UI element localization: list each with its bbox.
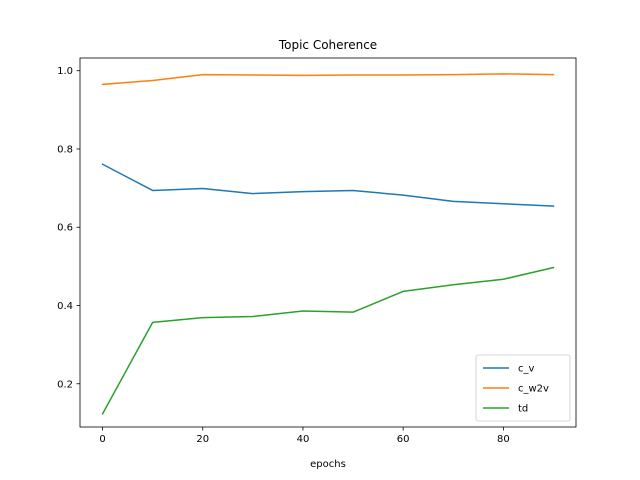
series-line-c-v: [101, 163, 555, 207]
x-tick-label: 20: [196, 434, 209, 445]
x-tick-label: 60: [397, 434, 410, 445]
y-tick-label: 0.8: [57, 144, 73, 155]
x-axis-ticks: 0 20 40 60 80: [99, 427, 510, 445]
x-tick-label: 80: [497, 434, 510, 445]
legend-box: [475, 354, 571, 422]
plot-area-frame: [79, 57, 577, 428]
x-tick-label: 0: [99, 434, 105, 445]
series-line-c-w2v: [101, 73, 555, 86]
y-tick-label: 1.0: [57, 66, 73, 77]
y-axis-ticks: 0.2 0.4 0.6 0.8 1.0: [57, 66, 80, 390]
y-tick-label: 0.4: [57, 301, 73, 312]
x-axis-title: epochs: [310, 459, 346, 470]
x-tick-label: 40: [297, 434, 310, 445]
y-tick-label: 0.2: [57, 379, 73, 390]
series-line-td: [101, 266, 555, 415]
y-tick-label: 0.6: [57, 223, 73, 234]
chart-title: Topic Coherence: [278, 38, 377, 52]
legend-label: c_w2v: [518, 384, 549, 395]
series-layer: [101, 73, 555, 415]
legend-label: c_v: [518, 364, 534, 375]
legend-label: td: [518, 404, 528, 415]
